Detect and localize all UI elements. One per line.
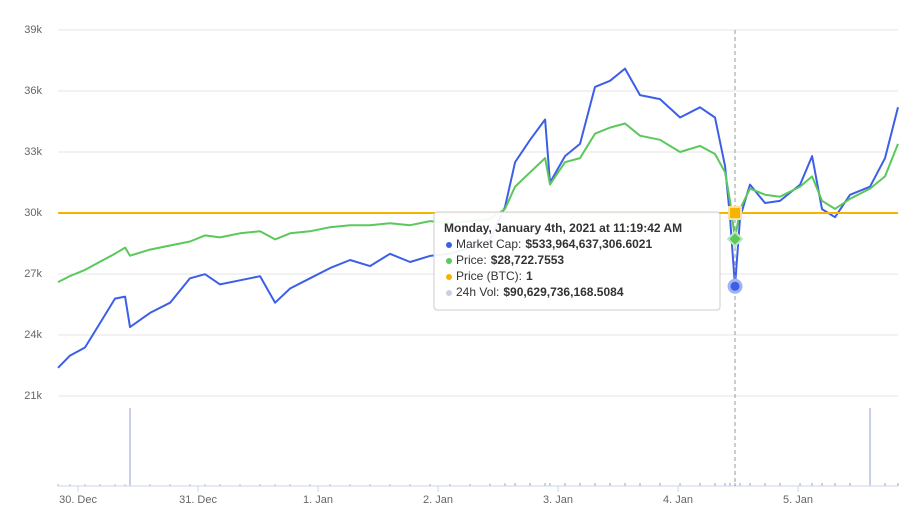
- x-tick-label: 3. Jan: [543, 494, 573, 505]
- tooltip-bullet: [446, 274, 452, 280]
- volume-bar: [811, 483, 814, 486]
- volume-bar: [169, 484, 172, 486]
- tooltip-box: [433, 211, 721, 311]
- hover-point: [727, 278, 743, 294]
- y-tick-label: 24k: [24, 329, 42, 341]
- volume-bar: [219, 484, 221, 486]
- tooltip-series-name: Market Cap:: [456, 237, 521, 251]
- hover-point: [726, 230, 744, 248]
- x-tick-label: 4. Jan: [663, 494, 693, 505]
- hover-markers: [726, 205, 744, 294]
- volume-bar: [764, 483, 767, 486]
- tooltip-value: $90,629,736,168.5084: [503, 285, 623, 299]
- volume-bar: [114, 484, 116, 486]
- volume-bar: [639, 483, 641, 486]
- tooltip-series-name: Price:: [456, 253, 487, 267]
- series-line: [57, 67, 899, 369]
- tooltip: Monday, January 4th, 2021 at 11:19:42 AM…: [433, 211, 721, 311]
- volume-bar: [799, 483, 802, 486]
- volume-bar: [699, 483, 701, 486]
- volume-bar: [239, 484, 242, 486]
- x-tick-label: 2. Jan: [423, 494, 453, 505]
- tooltip-value: 1: [526, 269, 533, 283]
- volume-bar: [289, 484, 292, 486]
- y-tick-label: 21k: [24, 390, 42, 402]
- volume-bar: [469, 484, 472, 486]
- tooltip-bullet: [446, 242, 452, 248]
- volume-bar: [594, 483, 596, 486]
- volume-bar: [869, 408, 872, 486]
- volume-bar: [779, 483, 782, 486]
- volume-bar: [821, 483, 824, 486]
- tooltip-series-name: Price (BTC):: [456, 269, 522, 283]
- volume-bar: [514, 483, 517, 486]
- y-tick-label: 27k: [24, 268, 42, 280]
- volume-bar: [69, 484, 71, 486]
- tooltip-series-name: 24h Vol:: [456, 285, 499, 299]
- y-tick-label: 39k: [24, 24, 42, 36]
- hover-point: [728, 205, 743, 220]
- volume-bar: [579, 483, 581, 486]
- volume-bar: [99, 484, 101, 486]
- tooltip-row: 24h Vol: $90,629,736,168.5084: [456, 285, 624, 299]
- y-tick-label: 30k: [24, 207, 42, 219]
- volume-bar: [564, 483, 566, 486]
- series-line: [57, 122, 899, 283]
- volume-bar: [429, 484, 431, 486]
- volume-bar: [544, 483, 547, 486]
- x-tick-label: 5. Jan: [783, 494, 813, 505]
- volume-bar: [714, 483, 716, 486]
- volume-bar: [189, 484, 191, 486]
- y-tick-label: 33k: [24, 146, 42, 158]
- grid: 21k 24k 27k 30k 33k 36k 39k 30. Dec 31. Dec 1. Ja…: [24, 24, 898, 505]
- volume-bar: [834, 483, 836, 486]
- tooltip-value: $28,722.7553: [491, 253, 565, 267]
- tooltip-row: Price: $28,722.7553: [456, 253, 564, 267]
- x-tick-label: 31. Dec: [179, 494, 217, 505]
- tooltip-row: Price (BTC): 1: [456, 269, 533, 283]
- volume-bar: [274, 484, 277, 486]
- volume-bar: [897, 483, 899, 486]
- tooltip-bullet: [446, 290, 452, 296]
- volume-bar: [624, 483, 626, 486]
- volume-bar: [659, 483, 662, 486]
- x-tick-label: 30. Dec: [59, 494, 97, 505]
- y-tick-label: 36k: [24, 85, 42, 97]
- volume-bar: [724, 483, 727, 486]
- volume-bar: [529, 483, 532, 486]
- volume-bar: [409, 484, 412, 486]
- volume-bar: [57, 484, 59, 486]
- volume-bar: [884, 483, 887, 486]
- tooltip-row: Market Cap: $533,964,637,306.6021: [456, 237, 652, 251]
- volume-bar: [309, 484, 311, 486]
- volume-bar: [349, 484, 352, 486]
- x-tick-label: 1. Jan: [303, 494, 333, 505]
- volume-bar: [739, 483, 742, 486]
- volume-bar: [149, 484, 152, 486]
- volume-bar: [449, 484, 452, 486]
- tooltip-bullet: [446, 258, 452, 264]
- volume-bar: [369, 484, 371, 486]
- tooltip-value: $533,964,637,306.6021: [525, 237, 652, 251]
- volume-bar: [329, 484, 332, 486]
- volume-bar: [849, 483, 851, 486]
- volume-bar: [84, 484, 86, 486]
- volume-bar: [504, 483, 506, 486]
- volume-bar: [259, 484, 262, 486]
- volume-bar: [549, 483, 551, 486]
- volume-bars: [57, 408, 899, 486]
- volume-bar: [609, 483, 611, 486]
- tooltip-title: Monday, January 4th, 2021 at 11:19:42 AM: [444, 221, 682, 235]
- volume-bar: [749, 483, 752, 486]
- volume-bar: [679, 483, 682, 486]
- volume-bar: [729, 483, 731, 486]
- volume-bar: [734, 483, 737, 486]
- volume-bar: [389, 484, 392, 486]
- volume-bar: [204, 484, 206, 486]
- volume-bar: [489, 483, 491, 486]
- volume-bar: [129, 408, 131, 486]
- volume-bar: [124, 484, 127, 486]
